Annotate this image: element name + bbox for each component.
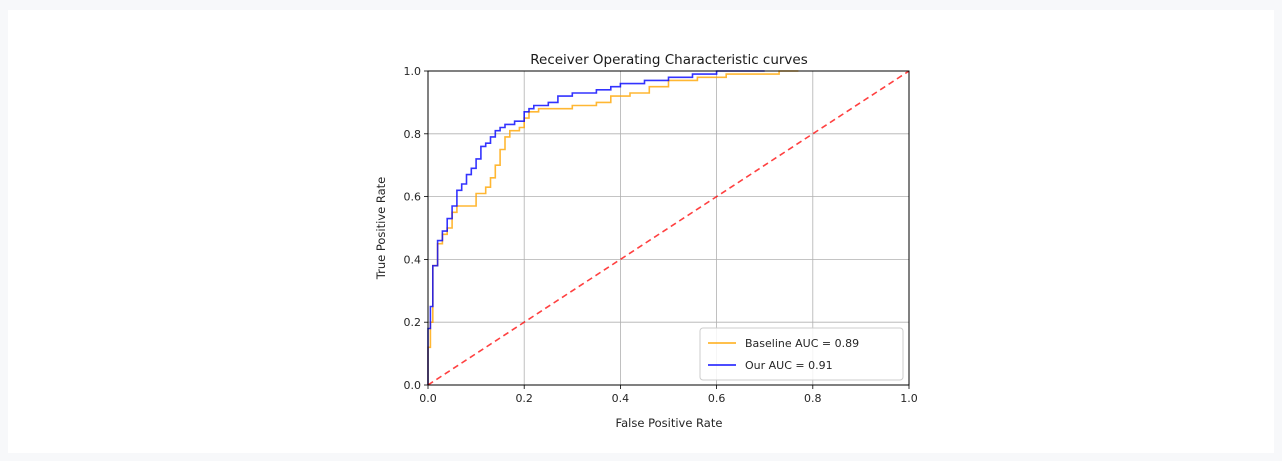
y-tick-label: 0.8 [404, 128, 422, 141]
x-tick-label: 0.0 [419, 392, 437, 405]
x-tick-label: 0.6 [708, 392, 726, 405]
axis-ticks: 0.0 0.2 0.4 0.6 0.8 1.0 0.0 0.2 0.4 0.6 0.8 1.0 [404, 65, 918, 405]
x-tick-label: 0.2 [515, 392, 533, 405]
legend: Baseline AUC = 0.89 Our AUC = 0.91 [699, 327, 904, 381]
chance-diagonal-line [427, 70, 910, 386]
legend-box [699, 327, 904, 381]
figure-panel: Receiver Operating Characteristic curves… [8, 10, 1274, 453]
legend-label-baseline: Baseline AUC = 0.89 [745, 337, 859, 350]
y-tick-label: 1.0 [404, 65, 422, 78]
y-axis-label: True Positive Rate [374, 177, 388, 280]
y-tick-label: 0.0 [404, 379, 422, 392]
series-lines [427, 70, 910, 386]
x-tick-label: 0.8 [804, 392, 822, 405]
y-tick-label: 0.6 [404, 191, 422, 204]
chart-title: Receiver Operating Characteristic curves [530, 52, 808, 68]
plot-frame [427, 70, 910, 386]
x-tick-label: 1.0 [900, 392, 918, 405]
y-tick-label: 0.2 [404, 316, 422, 329]
x-axis-label: False Positive Rate [616, 416, 723, 430]
y-tick-label: 0.4 [404, 253, 422, 266]
x-tick-label: 0.4 [612, 392, 630, 405]
roc-chart: Receiver Operating Characteristic curves… [374, 52, 918, 430]
legend-label-ours: Our AUC = 0.91 [745, 359, 833, 372]
series-line-ours [427, 70, 765, 385]
series-line-baseline [427, 70, 799, 385]
